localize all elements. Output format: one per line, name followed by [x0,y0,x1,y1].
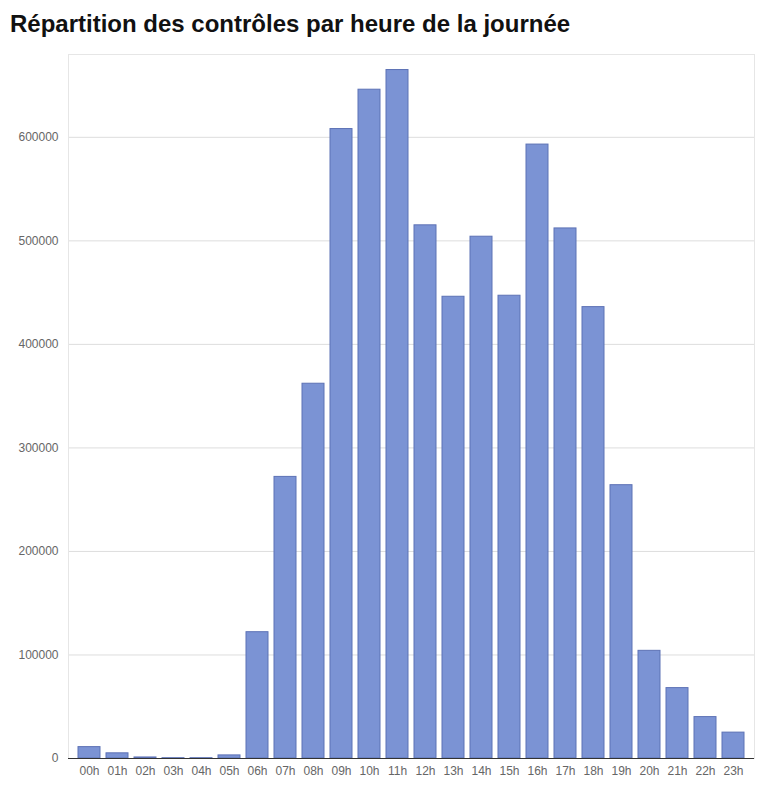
svg-text:14h: 14h [471,764,491,778]
svg-text:400000: 400000 [18,337,58,351]
svg-text:20h: 20h [639,764,659,778]
svg-text:22h: 22h [695,764,715,778]
svg-text:10h: 10h [359,764,379,778]
svg-text:13h: 13h [443,764,463,778]
svg-text:15h: 15h [499,764,519,778]
svg-text:300000: 300000 [18,441,58,455]
svg-text:23h: 23h [723,764,743,778]
svg-text:03h: 03h [163,764,183,778]
svg-text:00h: 00h [79,764,99,778]
svg-text:07h: 07h [275,764,295,778]
svg-text:21h: 21h [667,764,687,778]
svg-text:04h: 04h [191,764,211,778]
svg-text:11h: 11h [388,764,407,778]
svg-text:200000: 200000 [18,544,58,558]
svg-text:500000: 500000 [18,234,58,248]
html-text:Répartition des contrôles par: Répartition des contrôles par heure de l… [10,10,571,37]
svg-text:600000: 600000 [18,130,58,144]
svg-text:12h: 12h [415,764,435,778]
svg-text:08h: 08h [303,764,323,778]
svg-text:16h: 16h [527,764,547,778]
svg-text:18h: 18h [583,764,603,778]
svg-text:17h: 17h [555,764,575,778]
svg-text:09h: 09h [331,764,351,778]
svg-text:01h: 01h [107,764,127,778]
svg-text:02h: 02h [135,764,155,778]
svg-text:06h: 06h [247,764,267,778]
svg-text:100000: 100000 [18,648,58,662]
svg-text:19h: 19h [611,764,631,778]
svg-text:0: 0 [52,751,59,765]
svg-text:05h: 05h [219,764,239,778]
